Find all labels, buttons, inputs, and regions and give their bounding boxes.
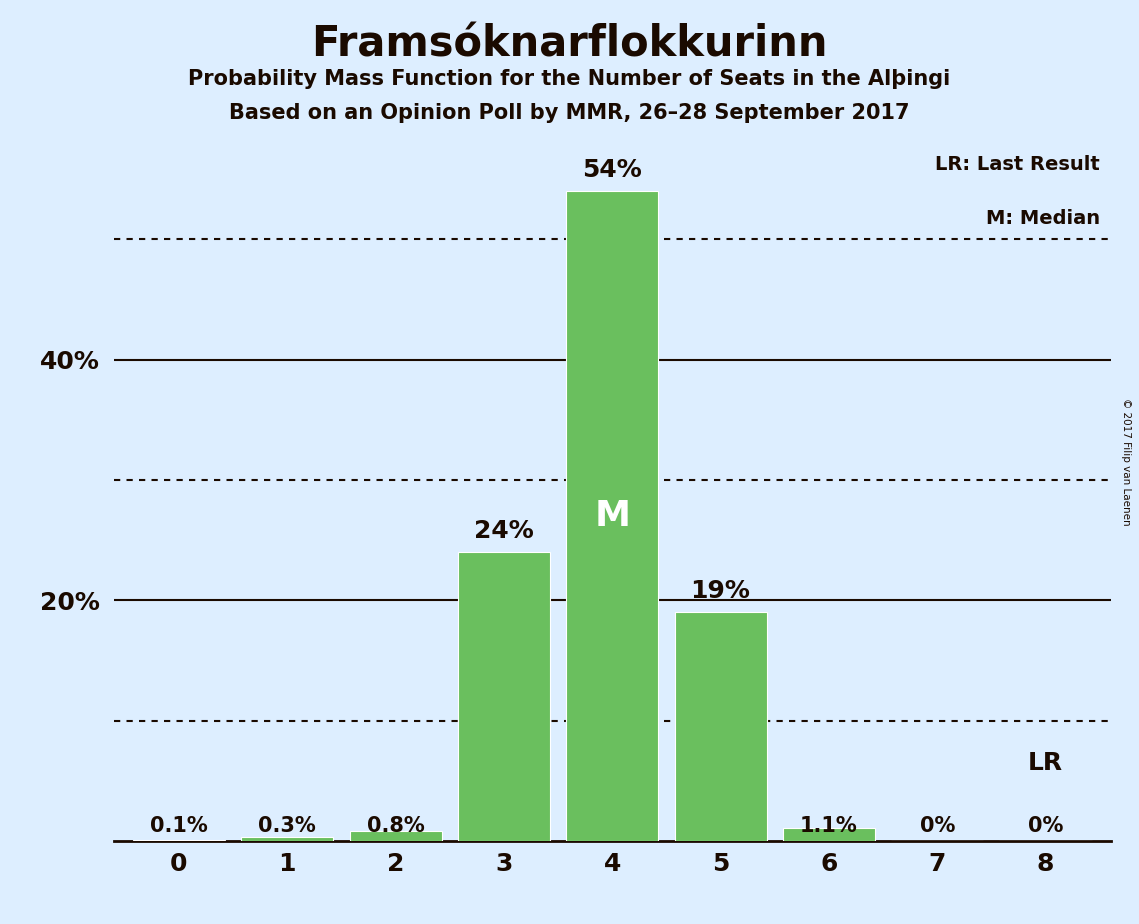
Bar bbox=[458, 553, 550, 841]
Text: 0%: 0% bbox=[919, 816, 954, 836]
Bar bbox=[674, 613, 767, 841]
Text: 24%: 24% bbox=[474, 518, 534, 542]
Text: 54%: 54% bbox=[582, 158, 642, 182]
Bar bbox=[782, 828, 875, 841]
Bar bbox=[566, 191, 658, 841]
Text: Probability Mass Function for the Number of Seats in the Alþingi: Probability Mass Function for the Number… bbox=[188, 69, 951, 90]
Text: M: Median: M: Median bbox=[985, 210, 1099, 228]
Text: Framsóknarflokkurinn: Framsóknarflokkurinn bbox=[311, 23, 828, 65]
Bar bbox=[133, 840, 224, 841]
Text: 0.3%: 0.3% bbox=[259, 816, 317, 836]
Text: © 2017 Filip van Laenen: © 2017 Filip van Laenen bbox=[1121, 398, 1131, 526]
Bar bbox=[241, 837, 334, 841]
Text: 1.1%: 1.1% bbox=[800, 816, 858, 836]
Text: 19%: 19% bbox=[690, 578, 751, 602]
Text: 0%: 0% bbox=[1027, 816, 1063, 836]
Text: Based on an Opinion Poll by MMR, 26–28 September 2017: Based on an Opinion Poll by MMR, 26–28 S… bbox=[229, 103, 910, 124]
Text: 0.8%: 0.8% bbox=[367, 816, 425, 836]
Text: 0.1%: 0.1% bbox=[150, 816, 207, 836]
Text: LR: Last Result: LR: Last Result bbox=[935, 155, 1099, 175]
Text: LR: LR bbox=[1029, 750, 1063, 774]
Bar bbox=[350, 832, 442, 841]
Text: M: M bbox=[595, 499, 630, 533]
